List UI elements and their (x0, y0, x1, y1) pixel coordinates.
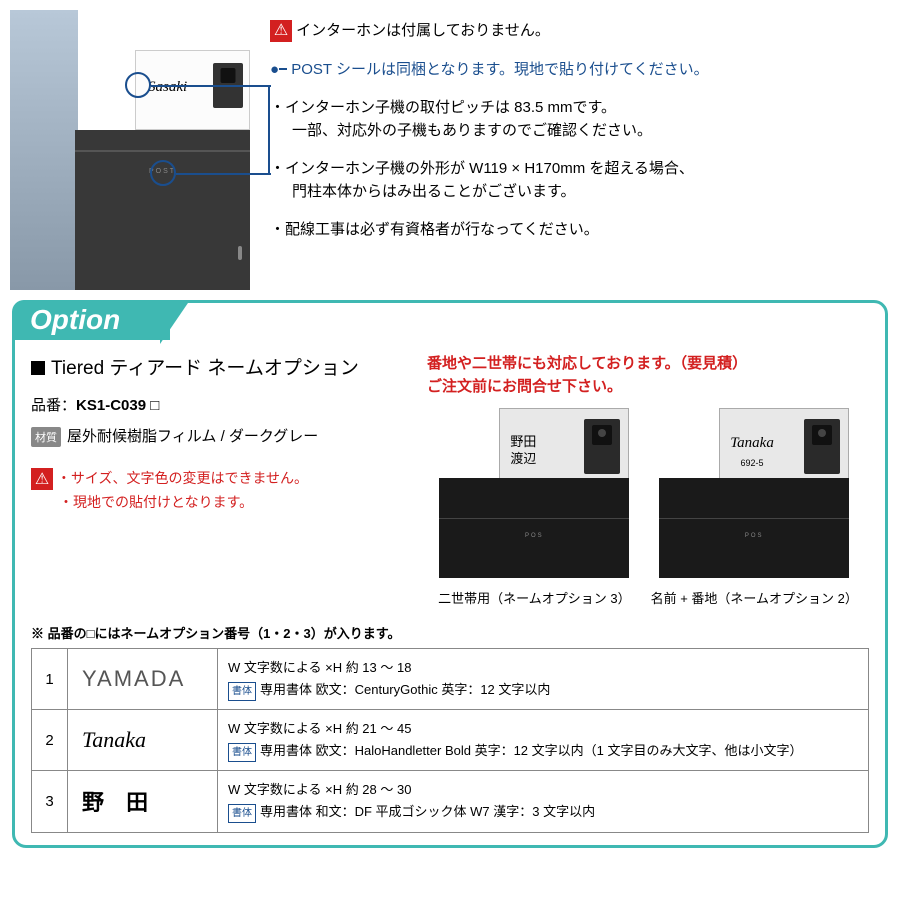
mailbox-names: 野田渡辺 (510, 434, 536, 468)
table-row: 1 YAMADA W 文字数による ×H 約 13 〜 18 書体専用書体 欧文… (32, 649, 869, 710)
font-description: W 文字数による ×H 約 21 〜 45 書体専用書体 欧文：HaloHand… (218, 710, 869, 771)
red-header: 番地や二世帯にも対応しております。（要見積） ご注文前にお問合せ下さい。 (427, 353, 869, 398)
mailbox-caption: 名前 + 番地（ネームオプション 2） (651, 588, 858, 607)
font-badge: 書体 (228, 743, 256, 762)
warning-icon: ⚠ (31, 468, 53, 490)
mailbox-option-2: Tanaka692-5 POS 名前 + 番地（ネームオプション 2） (651, 408, 858, 607)
row-number: 3 (32, 771, 68, 832)
annotation-line (151, 85, 271, 87)
option-left: Tiered ティアード ネームオプション 品番：KS1-C039 □ 材質屋外… (31, 353, 411, 607)
warning-icon: ⚠ (270, 20, 292, 42)
annotation-circle (125, 72, 151, 98)
option-title: Tiered ティアード ネームオプション (31, 353, 411, 380)
font-options-table: 1 YAMADA W 文字数による ×H 約 13 〜 18 書体専用書体 欧文… (31, 648, 869, 833)
blue-note: ● POST シールは同梱となります。現地で貼り付けてください。 (270, 59, 880, 82)
top-section: Sasaki POST ⚠ インターホンは付属しておりません。 ● POST シ… (0, 0, 900, 300)
font-sample: Tanaka (68, 710, 218, 771)
mailbox-caption: 二世帯用（ネームオプション 3） (438, 588, 630, 607)
note-2: ・インターホン子機の外形が W119 × H170mm を超える場合、 門柱本体… (270, 158, 880, 203)
row-number: 1 (32, 649, 68, 710)
warning-text: インターホンは付属しておりません。 (296, 22, 550, 39)
font-badge: 書体 (228, 804, 256, 823)
intercom-icon (584, 419, 620, 474)
mailbox-names: Tanaka692-5 (730, 434, 774, 470)
row-number: 2 (32, 710, 68, 771)
material-row: 材質屋外耐候樹脂フィルム / ダークグレー (31, 425, 411, 447)
nameplate-text: Sasaki (148, 79, 187, 96)
table-row: 2 Tanaka W 文字数による ×H 約 21 〜 45 書体専用書体 欧文… (32, 710, 869, 771)
notices: ⚠ インターホンは付属しておりません。 ● POST シールは同梱となります。現… (270, 10, 880, 290)
option-tab: Option (12, 300, 170, 340)
part-number: 品番：KS1-C039 □ (31, 394, 411, 415)
table-row: 3 野 田 W 文字数による ×H 約 28 〜 30 書体専用書体 和文：DF… (32, 771, 869, 832)
font-description: W 文字数による ×H 約 13 〜 18 書体専用書体 欧文：CenturyG… (218, 649, 869, 710)
font-description: W 文字数による ×H 約 28 〜 30 書体専用書体 和文：DF 平成ゴシッ… (218, 771, 869, 832)
option-box: Option Tiered ティアード ネームオプション 品番：KS1-C039… (12, 300, 888, 848)
annotation-circle (150, 160, 176, 186)
red-notes: ⚠ ・サイズ、文字色の変更はできません。 ・現地での貼付けとなります。 (31, 467, 411, 515)
table-note: ※ 品番の□にはネームオプション番号（1・2・3）が入ります。 (31, 623, 869, 642)
intercom-icon (804, 419, 840, 474)
product-image: Sasaki POST (10, 10, 250, 290)
annotation-line (176, 173, 271, 175)
mailbox-option-3: 野田渡辺 POS 二世帯用（ネームオプション 3） (438, 408, 630, 607)
warning-line: ⚠ インターホンは付属しておりません。 (270, 20, 880, 43)
material-badge: 材質 (31, 427, 61, 447)
annotation-line (268, 85, 270, 173)
font-sample: YAMADA (68, 649, 218, 710)
note-3: ・配線工事は必ず有資格者が行なってください。 (270, 219, 880, 242)
note-1: ・インターホン子機の取付ピッチは 83.5 mmです。 一部、対応外の子機もあり… (270, 97, 880, 142)
font-badge: 書体 (228, 682, 256, 701)
option-right: 番地や二世帯にも対応しております。（要見積） ご注文前にお問合せ下さい。 野田渡… (427, 353, 869, 607)
font-sample: 野 田 (68, 771, 218, 832)
